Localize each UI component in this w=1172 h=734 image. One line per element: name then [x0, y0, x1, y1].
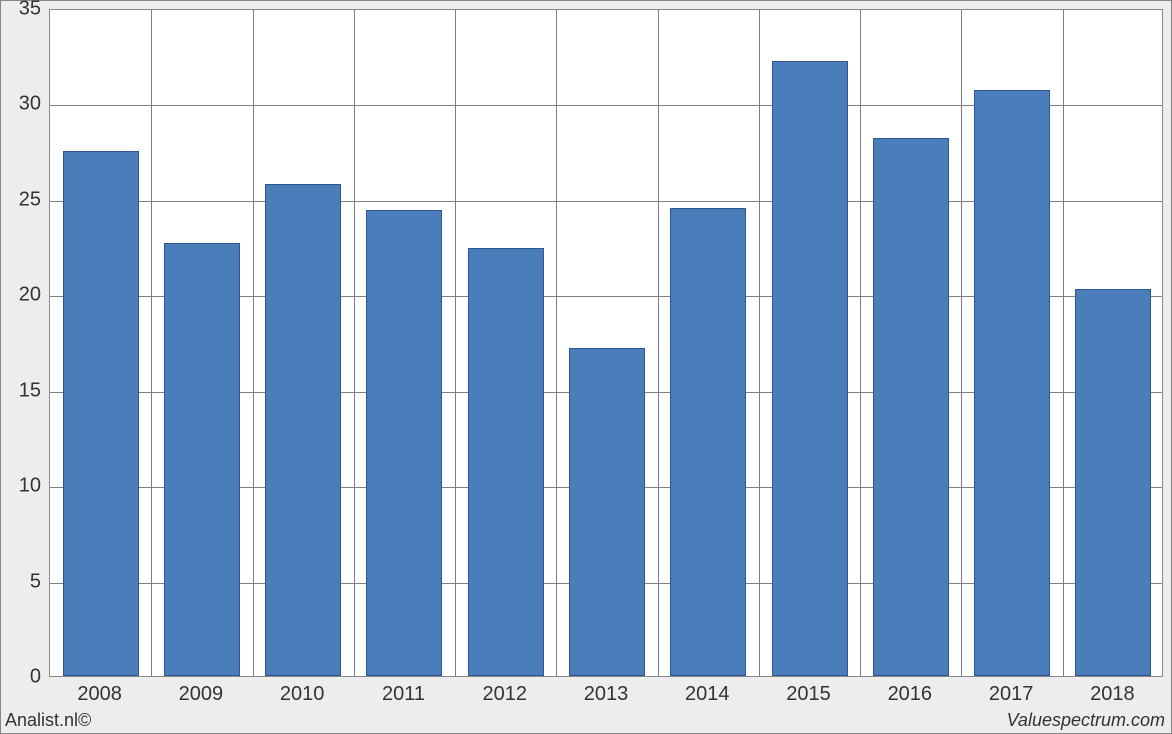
x-tick-label: 2009 [179, 683, 224, 706]
bar-2009 [164, 243, 240, 676]
gridline-vertical [658, 10, 659, 676]
bar-2016 [873, 138, 949, 676]
footer-left-credit: Analist.nl© [5, 710, 91, 731]
y-tick-label: 15 [1, 379, 41, 402]
gridline-vertical [961, 10, 962, 676]
x-tick-label: 2011 [382, 683, 425, 706]
bar-2017 [974, 90, 1050, 676]
y-tick-label: 10 [1, 475, 41, 498]
bar-2011 [366, 210, 442, 676]
y-tick-label: 35 [1, 0, 41, 21]
chart-plot-area [49, 9, 1163, 677]
bar-2010 [265, 184, 341, 676]
y-tick-label: 5 [1, 570, 41, 593]
bar-2008 [63, 151, 139, 676]
x-tick-label: 2008 [77, 683, 122, 706]
y-tick-label: 0 [1, 666, 41, 689]
gridline-vertical [151, 10, 152, 676]
y-tick-label: 30 [1, 93, 41, 116]
gridline-vertical [1063, 10, 1064, 676]
bar-2018 [1075, 289, 1151, 676]
gridline-vertical [556, 10, 557, 676]
chart-outer-frame: 0 5 10 15 20 25 30 35 2008 2009 2010 2011 2012 2013 2… [0, 0, 1172, 734]
gridline-vertical [860, 10, 861, 676]
x-tick-label: 2010 [280, 683, 325, 706]
x-tick-label: 2017 [989, 683, 1034, 706]
x-tick-label: 2015 [786, 683, 831, 706]
gridline-vertical [759, 10, 760, 676]
x-tick-label: 2012 [482, 683, 527, 706]
gridline-vertical [455, 10, 456, 676]
x-tick-label: 2018 [1090, 683, 1135, 706]
gridline-vertical [354, 10, 355, 676]
y-tick-label: 25 [1, 188, 41, 211]
bar-2015 [772, 61, 848, 676]
y-tick-label: 20 [1, 284, 41, 307]
bar-2012 [468, 248, 544, 676]
bar-2013 [569, 348, 645, 676]
x-tick-label: 2013 [584, 683, 629, 706]
x-tick-label: 2014 [685, 683, 730, 706]
x-tick-label: 2016 [888, 683, 933, 706]
footer-right-credit: Valuespectrum.com [1007, 710, 1165, 731]
gridline-vertical [253, 10, 254, 676]
bar-2014 [670, 208, 746, 676]
